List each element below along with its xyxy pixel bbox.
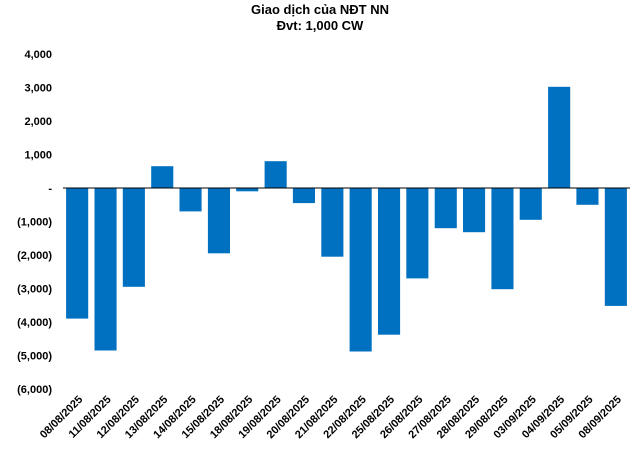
bar-28/08/2025 (463, 188, 486, 233)
bar-21/08/2025 (321, 188, 344, 257)
y-tick-label: (6,000) (17, 384, 52, 396)
y-tick-label: 1,000 (24, 150, 52, 162)
bar-11/08/2025 (94, 188, 117, 351)
y-tick-label: (5,000) (17, 351, 52, 363)
bar-04/09/2025 (548, 86, 571, 188)
y-tick-label: 4,000 (24, 49, 52, 61)
bar-22/08/2025 (349, 188, 372, 352)
y-axis-ticks: 4,000 3,000 2,000 1,000 - (1,000) (2,000) (3,00… (17, 49, 52, 396)
y-tick-label: (2,000) (17, 250, 52, 262)
bar-20/08/2025 (292, 188, 315, 204)
bar-14/08/2025 (179, 188, 202, 212)
x-axis-ticks: 08/08/202511/08/202512/08/202513/08/2025… (38, 394, 624, 441)
bars (66, 86, 627, 352)
bar-08/08/2025 (66, 188, 89, 319)
chart-title-block: Giao dịch của NĐT NN Đvt: 1,000 CW (0, 2, 640, 34)
bar-25/08/2025 (378, 188, 401, 335)
bar-15/08/2025 (207, 188, 230, 254)
bar-12/08/2025 (122, 188, 145, 287)
y-tick-label: 3,000 (24, 83, 52, 95)
bar-03/09/2025 (519, 188, 542, 220)
bar-26/08/2025 (406, 188, 429, 279)
bar-18/08/2025 (236, 188, 259, 192)
bar-13/08/2025 (151, 166, 174, 188)
y-tick-label: (4,000) (17, 317, 52, 329)
chart-subtitle: Đvt: 1,000 CW (276, 18, 364, 33)
y-tick-label: - (48, 183, 52, 195)
bar-19/08/2025 (264, 161, 287, 188)
bar-08/09/2025 (604, 188, 627, 306)
y-tick-label: (1,000) (17, 217, 52, 229)
y-tick-label: (3,000) (17, 284, 52, 296)
bar-27/08/2025 (434, 188, 457, 229)
chart-title: Giao dịch của NĐT NN (251, 2, 389, 17)
y-tick-label: 2,000 (24, 116, 52, 128)
bar-29/08/2025 (491, 188, 514, 290)
bar-05/09/2025 (576, 188, 599, 205)
